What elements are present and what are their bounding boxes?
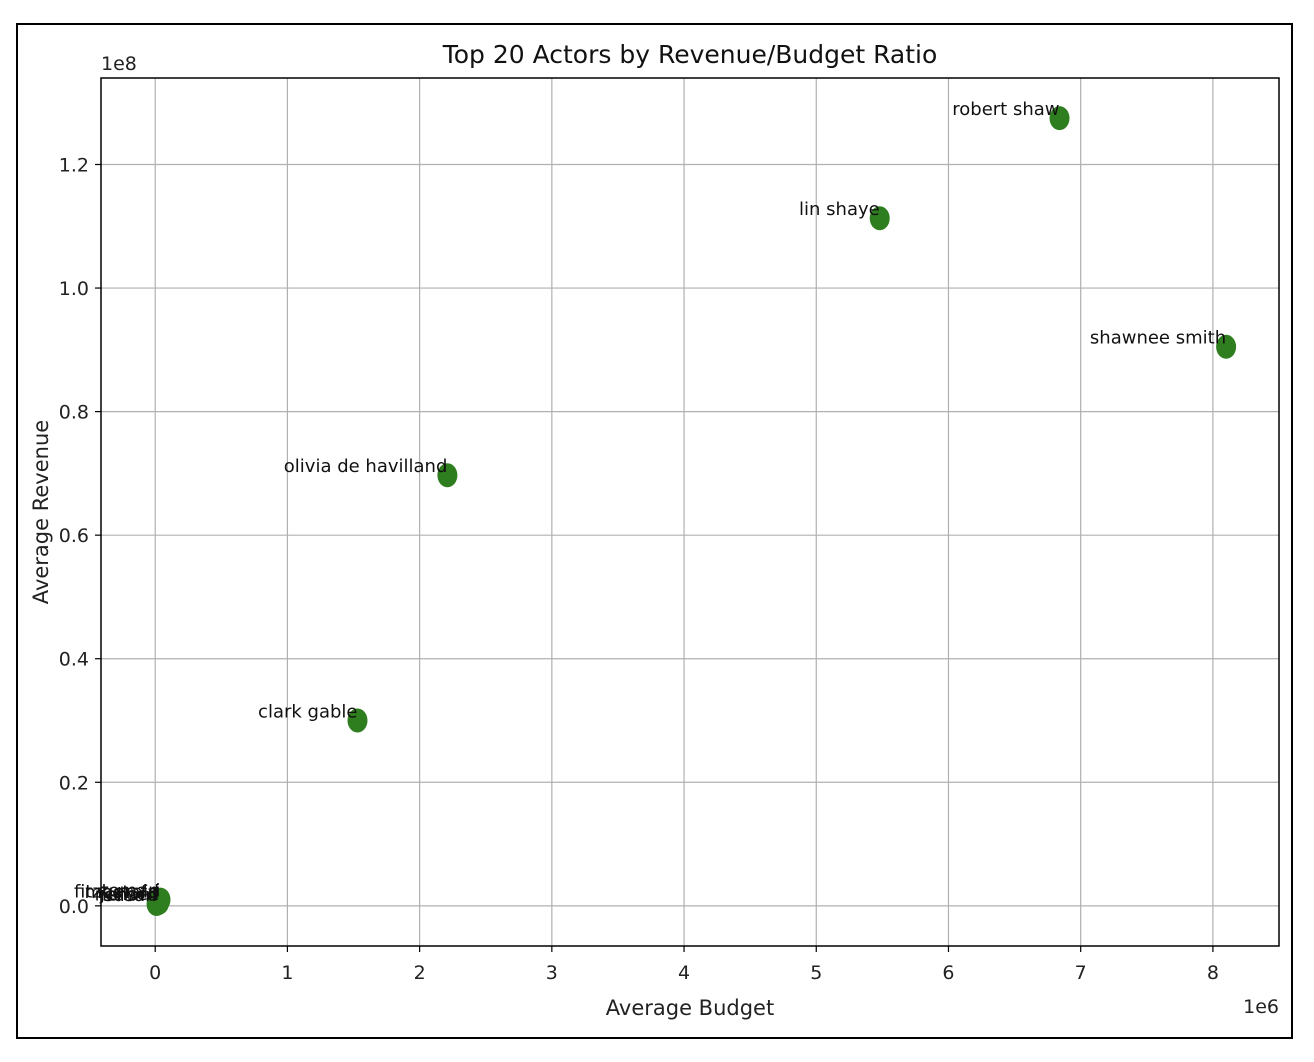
point-label: olivia de havilland — [284, 456, 448, 477]
point-label: richard — [95, 884, 158, 905]
scatter-point — [347, 708, 368, 733]
y-axis-offset-label: 1e8 — [101, 53, 137, 75]
data-points — [146, 106, 1237, 916]
point-label: shawnee smith — [1090, 328, 1226, 349]
x-axis-offset-label: 1e6 — [1243, 996, 1279, 1018]
y-tick-label: 1.0 — [59, 278, 89, 300]
y-axis-label: Average Revenue — [29, 420, 53, 604]
y-tick-label: 1.2 — [59, 154, 89, 176]
x-tick-label: 0 — [149, 962, 161, 984]
x-tick-label: 2 — [414, 962, 426, 984]
y-tick-label: 0.8 — [59, 402, 89, 424]
scatter-point — [1216, 334, 1237, 359]
point-label: jensen — [99, 884, 159, 905]
chart-title: Top 20 Actors by Revenue/Budget Ratio — [442, 40, 938, 69]
y-tick-label: 0.4 — [59, 649, 89, 671]
x-tick-label: 5 — [810, 962, 822, 984]
y-tick-label: 0.2 — [59, 772, 89, 794]
point-labels: robert shaw lin shaye shawnee smith olivia … — [74, 99, 1226, 906]
x-axis-label: Average Budget — [606, 996, 774, 1020]
x-tick-label: 1 — [281, 962, 293, 984]
point-label: clark gable — [258, 702, 357, 723]
scatter-point — [437, 463, 458, 488]
y-tick-label: 0.0 — [59, 896, 89, 918]
point-label: susan — [104, 885, 157, 906]
axis-ticks: 0 1 2 3 4 5 6 7 8 0.0 0.2 0.4 0.6 0.8 1.0 1.2 — [59, 154, 1219, 984]
x-tick-label: 7 — [1075, 962, 1087, 984]
point-label: lin shaye — [799, 199, 880, 220]
scatter-point — [149, 890, 170, 915]
scatter-point — [1049, 106, 1070, 131]
x-tick-label: 3 — [546, 962, 558, 984]
point-label: tomari — [101, 881, 160, 902]
grid — [101, 78, 1279, 946]
x-tick-label: 6 — [942, 962, 954, 984]
y-tick-label: 0.6 — [59, 525, 89, 547]
plot-area — [100, 77, 1280, 947]
x-tick-label: 8 — [1207, 962, 1219, 984]
point-label: robert shaw — [952, 99, 1059, 120]
scatter-point — [869, 206, 890, 231]
point-label: fitzgerald — [74, 881, 159, 902]
x-tick-label: 4 — [678, 962, 690, 984]
point-label: mostafa — [84, 882, 157, 903]
